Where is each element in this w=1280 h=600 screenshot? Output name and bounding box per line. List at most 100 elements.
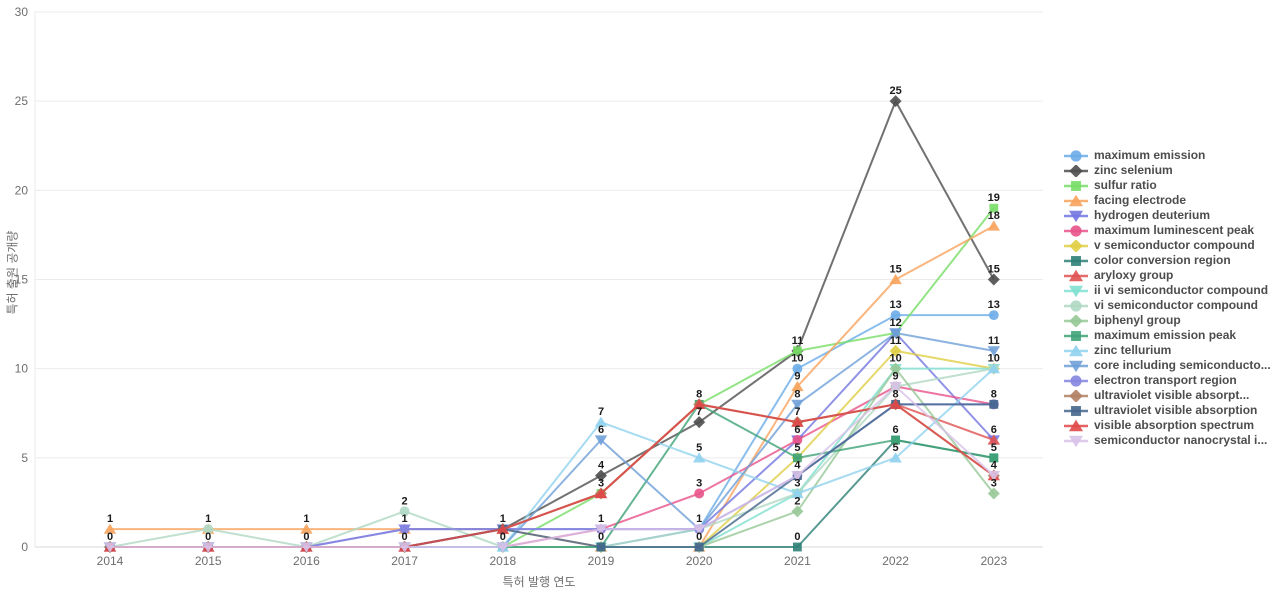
legend-label: ultraviolet visible absorpt... [1094, 388, 1250, 402]
legend-item-visible-absorption-spectrum[interactable]: visible absorption spectrum [1063, 418, 1271, 433]
x-tick-label: 2016 [293, 554, 320, 568]
legend-item-ultraviolet-visible-absorpt[interactable]: ultraviolet visible absorpt... [1063, 388, 1271, 403]
x-tick-labels: 2014 2015 2016 2017 2018 2019 2020 2021 2022 2023 [97, 554, 1008, 568]
point-value-label: 1 [402, 513, 408, 525]
point-value-label: 0 [303, 531, 309, 543]
point-value-label: 0 [696, 531, 702, 543]
legend-item-sulfur-ratio[interactable]: sulfur ratio [1063, 178, 1271, 193]
legend-label: color conversion region [1094, 253, 1231, 267]
legend-marker-triangle-up-icon [1064, 194, 1088, 206]
series-v-semiconductor-compound[interactable] [104, 344, 1000, 553]
legend-marker-triangle-down-icon [1064, 210, 1088, 222]
legend-item-hydrogen-deuterium[interactable]: hydrogen deuterium [1063, 208, 1271, 223]
legend-item-color-conversion-region[interactable]: color conversion region [1063, 253, 1271, 268]
legend-item-aryloxy-group[interactable]: aryloxy group [1063, 268, 1271, 283]
legend-item-electron-transport-region[interactable]: electron transport region [1063, 373, 1271, 388]
point-value-label: 8 [991, 388, 997, 400]
point-value-label: 2 [794, 495, 800, 507]
point-value-label: 18 [988, 210, 1000, 222]
legend-marker-square-icon [1064, 255, 1088, 266]
legend-item-zinc-tellurium[interactable]: zinc tellurium [1063, 343, 1271, 358]
series-sulfur-ratio[interactable] [105, 203, 999, 552]
series-hydrogen-deuterium[interactable] [103, 328, 1001, 553]
legend-marker-triangle-up-icon [1064, 419, 1088, 431]
legend-label: hydrogen deuterium [1094, 208, 1211, 222]
legend-marker-square-icon [1064, 405, 1088, 416]
x-tick-label: 2018 [489, 554, 516, 568]
point-value-label: 5 [794, 442, 800, 454]
point-value-label: 6 [598, 424, 604, 436]
series-semiconductor-nanocrystal-i[interactable] [103, 381, 1001, 553]
legend-label: aryloxy group [1094, 268, 1174, 282]
legend-item-semiconductor-nanocrystal-i[interactable]: semiconductor nanocrystal i... [1063, 433, 1271, 448]
point-value-label: 15 [889, 264, 901, 276]
legend-label: v semiconductor compound [1094, 238, 1255, 252]
point-value-label: 6 [893, 424, 899, 436]
point-value-label: 19 [988, 192, 1000, 204]
legend-item-zinc-selenium[interactable]: zinc selenium [1063, 163, 1271, 178]
legend-label: vi semiconductor compound [1094, 298, 1259, 312]
legend-marker-triangle-down-icon [1064, 435, 1088, 447]
legend-marker-triangle-down-icon [1064, 285, 1088, 297]
x-axis-title: 특허 발행 연도 [502, 575, 576, 589]
legend-item-facing-electrode[interactable]: facing electrode [1063, 193, 1271, 208]
point-value-label: 7 [696, 406, 702, 418]
legend-item-core-including-semiconducto[interactable]: core including semiconducto... [1063, 358, 1271, 373]
point-value-label: 1 [303, 513, 309, 525]
legend-label: semiconductor nanocrystal i... [1094, 433, 1268, 447]
legend-item-maximum-emission-peak[interactable]: maximum emission peak [1063, 328, 1271, 343]
legend-label: zinc tellurium [1094, 343, 1172, 357]
point-value-label: 4 [991, 460, 998, 472]
point-value-label: 13 [988, 299, 1000, 311]
point-value-label: 1 [598, 513, 604, 525]
point-value-label: 6 [794, 424, 800, 436]
point-value-label: 1 [696, 513, 702, 525]
point-value-label: 3 [598, 478, 604, 490]
legend-marker-circle-icon [1064, 149, 1088, 162]
legend-label: sulfur ratio [1094, 178, 1157, 192]
point-value-label: 5 [696, 442, 702, 454]
point-value-label: 25 [889, 85, 901, 97]
legend-marker-circle-icon [1064, 374, 1088, 387]
legend-item-ii-vi-semiconductor-compound[interactable]: ii vi semiconductor compound [1063, 283, 1271, 298]
series-core-including-semiconducto[interactable] [103, 328, 1001, 553]
legend-item-v-semiconductor-compound[interactable]: v semiconductor compound [1063, 238, 1271, 253]
point-value-label: 11 [792, 335, 804, 347]
point-value-label: 8 [794, 388, 800, 400]
legend-item-biphenyl-group[interactable]: biphenyl group [1063, 313, 1271, 328]
point-value-label: 15 [988, 264, 1000, 276]
point-value-label: 0 [107, 531, 113, 543]
point-value-label: 11 [890, 335, 902, 347]
point-value-label: 4 [598, 460, 605, 472]
point-value-label: 7 [598, 406, 604, 418]
x-tick-label: 2014 [97, 554, 124, 568]
y-tick-label: 25 [15, 94, 29, 108]
legend-item-maximum-luminescent-peak[interactable]: maximum luminescent peak [1063, 223, 1271, 238]
legend-label: electron transport region [1094, 373, 1237, 387]
point-value-label: 8 [696, 388, 702, 400]
point-value-label: 4 [794, 460, 801, 472]
legend-item-ultraviolet-visible-absorption[interactable]: ultraviolet visible absorption [1063, 403, 1271, 418]
y-tick-label: 20 [15, 183, 29, 197]
legend-item-vi-semiconductor-compound[interactable]: vi semiconductor compound [1063, 298, 1271, 313]
legend-label: biphenyl group [1094, 313, 1181, 327]
point-value-label: 3 [991, 478, 997, 490]
legend-item-maximum-emission[interactable]: maximum emission [1063, 148, 1271, 163]
series-maximum-emission[interactable] [105, 310, 999, 552]
legend-label: visible absorption spectrum [1094, 418, 1255, 432]
x-tick-label: 2022 [882, 554, 909, 568]
legend-label: maximum emission [1094, 148, 1206, 162]
x-tick-label: 2021 [784, 554, 811, 568]
point-value-label: 9 [794, 371, 800, 383]
point-value-label: 10 [791, 353, 803, 365]
x-tick-label: 2019 [588, 554, 615, 568]
x-tick-label: 2017 [391, 554, 418, 568]
x-tick-label: 2023 [980, 554, 1007, 568]
point-value-label: 5 [991, 442, 997, 454]
point-value-label: 7 [794, 406, 800, 418]
point-value-label: 2 [402, 495, 408, 507]
legend-label: zinc selenium [1094, 163, 1173, 177]
point-value-label: 1 [107, 513, 113, 525]
